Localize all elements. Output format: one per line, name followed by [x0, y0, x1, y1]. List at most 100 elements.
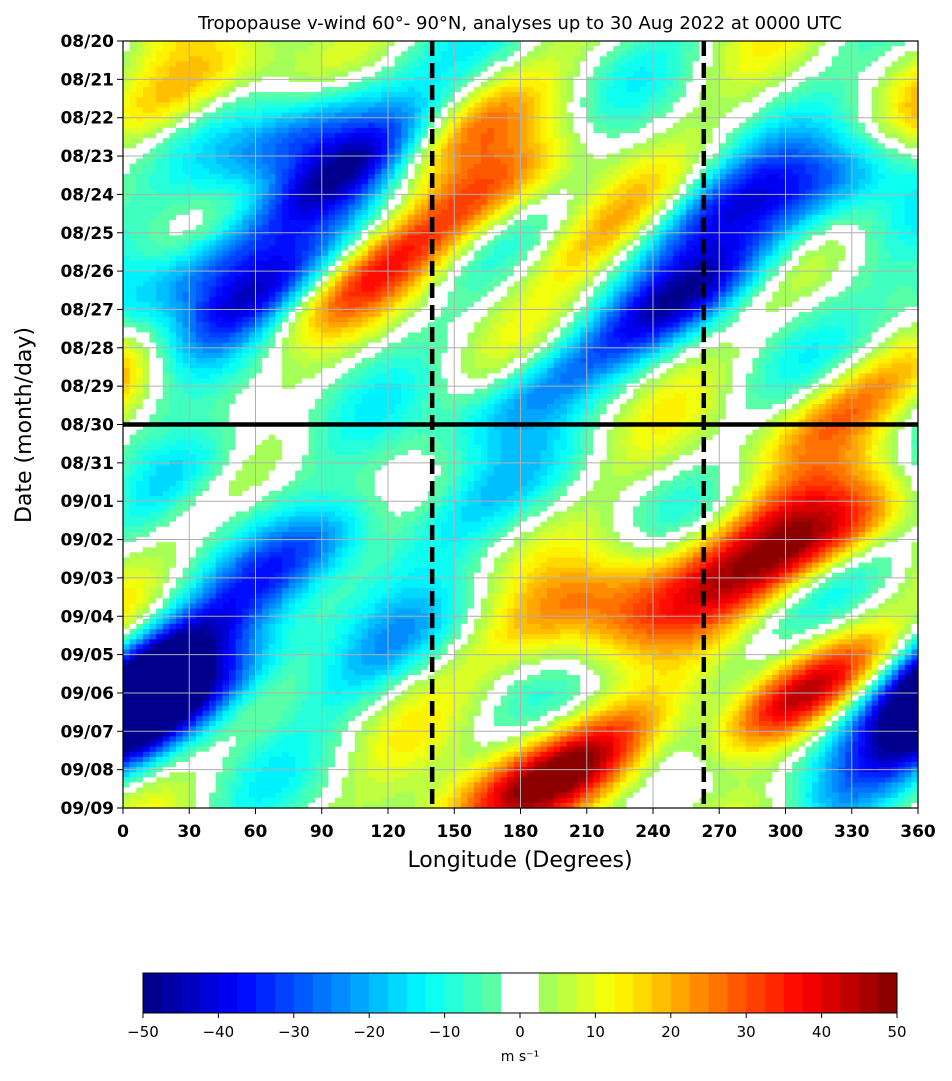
heatmap-cell: [275, 117, 283, 124]
heatmap-cell: [176, 179, 184, 185]
heatmap-cell: [268, 117, 276, 124]
heatmap-cell: [288, 107, 296, 114]
heatmap-cell: [480, 56, 488, 63]
heatmap-cell: [911, 133, 919, 139]
heatmap-cell: [487, 240, 495, 247]
heatmap-cell: [162, 199, 170, 206]
heatmap-cell: [275, 173, 283, 180]
heatmap-cell: [772, 219, 780, 226]
heatmap-cell: [785, 235, 793, 242]
heatmap-cell: [248, 194, 257, 201]
heatmap-cell: [500, 204, 508, 211]
heatmap-cell: [600, 189, 608, 195]
heatmap-cell: [129, 133, 137, 139]
heatmap-cell: [288, 117, 296, 124]
heatmap-cell: [361, 225, 369, 231]
heatmap-cell: [467, 184, 475, 190]
heatmap-cell: [904, 41, 912, 47]
heatmap-cell: [235, 46, 243, 52]
heatmap-cell: [772, 214, 780, 221]
heatmap-cell: [142, 194, 151, 201]
heatmap-cell: [242, 163, 250, 170]
heatmap-cell: [858, 219, 866, 226]
heatmap-cell: [732, 163, 740, 170]
heatmap-cell: [765, 46, 773, 52]
heatmap-cell: [778, 194, 787, 201]
heatmap-cell: [891, 133, 899, 139]
heatmap-cell: [553, 225, 561, 231]
heatmap-cell: [586, 66, 594, 73]
heatmap-cell: [520, 189, 528, 195]
heatmap-cell: [275, 133, 283, 139]
heatmap-cell: [679, 138, 687, 144]
heatmap-cell: [653, 138, 661, 144]
heatmap-cell: [460, 194, 469, 201]
heatmap-cell: [169, 66, 177, 73]
heatmap-cell: [573, 56, 581, 63]
heatmap-cell: [282, 97, 290, 103]
heatmap-cell: [745, 204, 753, 211]
heatmap-cell: [553, 173, 561, 180]
heatmap-cell: [176, 81, 184, 88]
heatmap-cell: [659, 214, 667, 221]
heatmap-cell: [659, 41, 667, 47]
heatmap-cell: [606, 143, 614, 149]
heatmap-cell: [401, 56, 409, 63]
heatmap-cell: [229, 219, 237, 226]
heatmap-cell: [586, 102, 594, 109]
heatmap-cell: [520, 81, 528, 88]
heatmap-cell: [653, 194, 661, 201]
heatmap-cell: [600, 117, 608, 124]
heatmap-cell: [142, 173, 151, 180]
heatmap-cell: [189, 138, 197, 144]
heatmap-cell: [600, 143, 608, 149]
heatmap-cell: [407, 189, 416, 195]
heatmap-cell: [792, 143, 800, 149]
heatmap-cell: [686, 51, 694, 57]
heatmap-cell: [308, 46, 316, 52]
heatmap-cell: [706, 127, 714, 134]
heatmap-cell: [494, 46, 502, 52]
heatmap-cell: [911, 179, 919, 185]
heatmap-cell: [268, 87, 276, 93]
heatmap-cell: [884, 148, 893, 155]
heatmap-cell: [434, 179, 442, 185]
heatmap-cell: [142, 66, 151, 73]
heatmap-cell: [520, 138, 528, 144]
heatmap-cell: [745, 240, 753, 247]
heatmap-cell: [646, 168, 654, 175]
heatmap-cell: [149, 199, 157, 206]
heatmap-cell: [878, 81, 886, 88]
heatmap-cell: [321, 87, 329, 93]
heatmap-cell: [282, 117, 290, 124]
heatmap-cell: [335, 168, 343, 175]
heatmap-cell: [123, 61, 131, 68]
heatmap-cell: [792, 194, 800, 201]
heatmap-cell: [275, 219, 283, 226]
heatmap-cell: [699, 81, 707, 88]
heatmap-cell: [580, 189, 588, 195]
heatmap-cell: [248, 219, 257, 226]
heatmap-cell: [368, 133, 376, 139]
heatmap-cell: [752, 122, 760, 129]
heatmap-cell: [142, 250, 151, 257]
heatmap-cell: [414, 219, 422, 226]
heatmap-cell: [480, 81, 488, 88]
heatmap-cell: [739, 92, 747, 98]
heatmap-cell: [752, 158, 760, 165]
heatmap-cell: [123, 204, 131, 211]
heatmap-cell: [878, 92, 886, 98]
heatmap-cell: [527, 235, 535, 242]
heatmap-cell: [851, 122, 859, 129]
heatmap-cell: [527, 127, 535, 134]
heatmap-cell: [354, 97, 363, 103]
heatmap-cell: [268, 81, 276, 88]
heatmap-cell: [149, 51, 157, 57]
heatmap-cell: [467, 117, 475, 124]
heatmap-cell: [580, 133, 588, 139]
heatmap-cell: [315, 51, 323, 57]
heatmap-cell: [156, 97, 164, 103]
heatmap-cell: [407, 199, 416, 206]
heatmap-cell: [686, 71, 694, 78]
heatmap-cell: [195, 117, 204, 124]
